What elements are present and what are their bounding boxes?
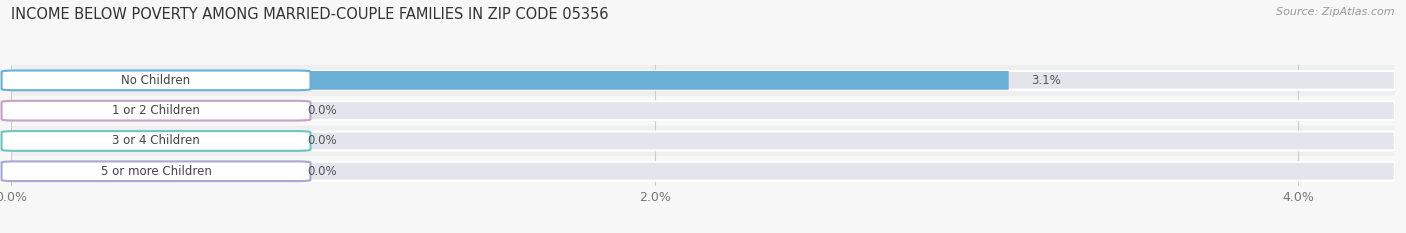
Text: 0.0%: 0.0% bbox=[308, 165, 337, 178]
Text: 0.0%: 0.0% bbox=[308, 104, 337, 117]
Bar bbox=[11, 126, 1395, 156]
FancyBboxPatch shape bbox=[11, 71, 1395, 90]
Text: 3.1%: 3.1% bbox=[1031, 74, 1062, 87]
Text: 0.0%: 0.0% bbox=[308, 134, 337, 147]
FancyBboxPatch shape bbox=[11, 71, 1008, 90]
Text: No Children: No Children bbox=[121, 74, 191, 87]
Text: 3 or 4 Children: 3 or 4 Children bbox=[112, 134, 200, 147]
FancyBboxPatch shape bbox=[11, 162, 285, 181]
FancyBboxPatch shape bbox=[11, 132, 285, 150]
FancyBboxPatch shape bbox=[1, 161, 311, 181]
FancyBboxPatch shape bbox=[11, 162, 1395, 181]
Text: Source: ZipAtlas.com: Source: ZipAtlas.com bbox=[1277, 7, 1395, 17]
FancyBboxPatch shape bbox=[11, 101, 1395, 120]
FancyBboxPatch shape bbox=[1, 131, 311, 151]
FancyBboxPatch shape bbox=[1, 101, 311, 120]
Bar bbox=[11, 96, 1395, 126]
Text: 1 or 2 Children: 1 or 2 Children bbox=[112, 104, 200, 117]
Text: 5 or more Children: 5 or more Children bbox=[101, 165, 211, 178]
Bar bbox=[11, 65, 1395, 96]
FancyBboxPatch shape bbox=[11, 101, 285, 120]
Text: INCOME BELOW POVERTY AMONG MARRIED-COUPLE FAMILIES IN ZIP CODE 05356: INCOME BELOW POVERTY AMONG MARRIED-COUPL… bbox=[11, 7, 609, 22]
Bar bbox=[11, 156, 1395, 186]
FancyBboxPatch shape bbox=[11, 132, 1395, 150]
FancyBboxPatch shape bbox=[1, 71, 311, 90]
